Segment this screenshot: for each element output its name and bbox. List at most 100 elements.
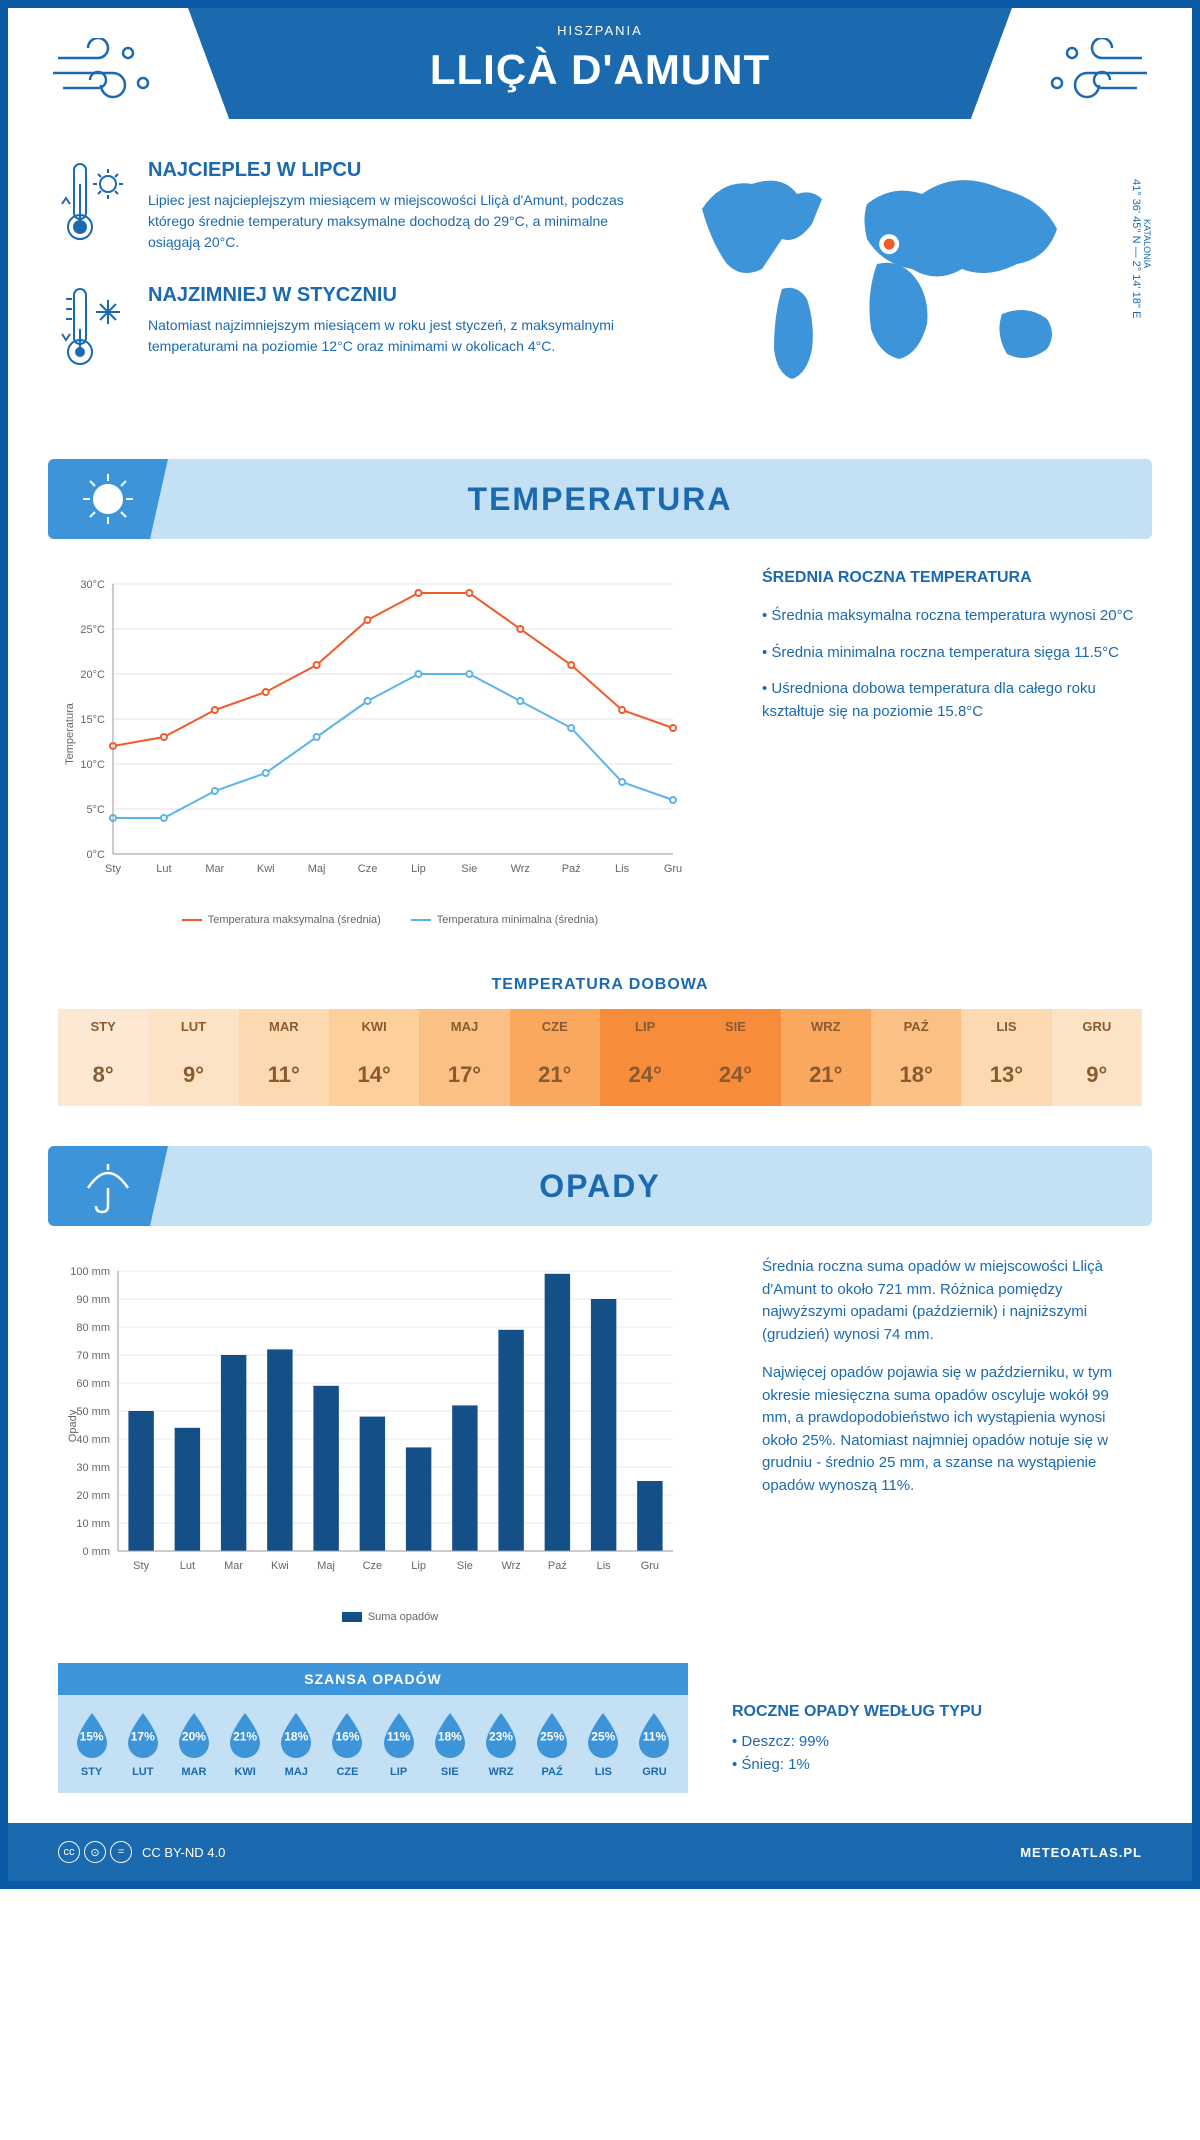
svg-text:Lip: Lip (411, 1560, 426, 1572)
hottest-text: Lipiec jest najcieplejszym miesiącem w m… (148, 190, 642, 253)
svg-text:Temperatura: Temperatura (64, 702, 76, 765)
coldest-block: NAJZIMNIEJ W STYCZNIU Natomiast najzimni… (58, 284, 642, 379)
rain-drop-col: 18%MAJ (271, 1710, 322, 1778)
temperature-title: TEMPERATURA (468, 481, 733, 518)
svg-text:Lut: Lut (180, 1560, 195, 1572)
svg-text:10 mm: 10 mm (76, 1518, 110, 1530)
svg-text:Mar: Mar (205, 863, 224, 875)
rain-chance-block: SZANSA OPADÓW 15%STY17%LUT20%MAR21%KWI18… (58, 1663, 688, 1793)
svg-text:Lip: Lip (411, 863, 426, 875)
svg-text:25°C: 25°C (80, 624, 105, 636)
avg-temp-list: Średnia maksymalna roczna temperatura wy… (762, 605, 1142, 723)
country-label: HISZPANIA (188, 23, 1012, 38)
coldest-text: Natomiast najzimniejszym miesiącem w rok… (148, 315, 642, 357)
svg-text:30 mm: 30 mm (76, 1462, 110, 1474)
svg-text:Gru: Gru (641, 1560, 659, 1572)
avg-temp-title: ŚREDNIA ROCZNA TEMPERATURA (762, 569, 1142, 587)
daily-temp-col: GRU9° (1052, 1009, 1142, 1106)
svg-text:80 mm: 80 mm (76, 1322, 110, 1334)
svg-text:70 mm: 70 mm (76, 1350, 110, 1362)
thermometer-snow-icon (58, 284, 128, 379)
hottest-block: NAJCIEPLEJ W LIPCU Lipiec jest najcieple… (58, 159, 642, 254)
daily-temp-col: SIE24° (690, 1009, 780, 1106)
precipitation-bar-chart: 0 mm10 mm20 mm30 mm40 mm50 mm60 mm70 mm8… (58, 1256, 688, 1596)
rain-drop-col: 15%STY (66, 1710, 117, 1778)
hottest-title: NAJCIEPLEJ W LIPCU (148, 159, 642, 182)
daily-temp-col: KWI14° (329, 1009, 419, 1106)
svg-text:Paź: Paź (548, 1560, 567, 1572)
svg-text:Sie: Sie (457, 1560, 473, 1572)
svg-text:Lut: Lut (156, 863, 171, 875)
daily-temp-col: PAŹ18° (871, 1009, 961, 1106)
svg-text:5°C: 5°C (87, 804, 106, 816)
daily-temp-col: LUT9° (148, 1009, 238, 1106)
daily-temp-col: MAJ17° (419, 1009, 509, 1106)
license-label: CC BY-ND 4.0 (142, 1845, 225, 1860)
svg-text:Kwi: Kwi (257, 863, 275, 875)
precip-text-2: Najwięcej opadów pojawia się w październ… (762, 1362, 1142, 1497)
precip-type-snow: Śnieg: 1% (732, 1756, 1112, 1773)
rain-drop-col: 25%PAŹ (527, 1710, 578, 1778)
svg-text:Wrz: Wrz (511, 863, 530, 875)
page-header: LLIÇÀ D'AMUNT HISZPANIA (188, 8, 1012, 119)
temperature-section-header: TEMPERATURA (48, 459, 1152, 539)
daily-temp-title: TEMPERATURA DOBOWA (8, 976, 1192, 994)
svg-text:Sty: Sty (133, 1560, 149, 1572)
svg-text:Maj: Maj (308, 863, 326, 875)
rain-drop-col: 17%LUT (117, 1710, 168, 1778)
precip-type-title: ROCZNE OPADY WEDŁUG TYPU (732, 1703, 1112, 1721)
world-map (672, 159, 1102, 389)
daily-temp-col: WRZ21° (781, 1009, 871, 1106)
temperature-legend: Temperatura maksymalna (średnia) Tempera… (58, 914, 722, 926)
precip-type-rain: Deszcz: 99% (732, 1733, 1112, 1750)
rain-drop-col: 11%LIP (373, 1710, 424, 1778)
rain-drop-col: 21%KWI (220, 1710, 271, 1778)
city-title: LLIÇÀ D'AMUNT (188, 46, 1012, 94)
cc-icons: cc⊙= (58, 1841, 132, 1863)
daily-temp-col: CZE21° (510, 1009, 600, 1106)
svg-text:Paź: Paź (562, 863, 581, 875)
svg-text:Gru: Gru (664, 863, 682, 875)
svg-text:60 mm: 60 mm (76, 1378, 110, 1390)
page-footer: cc⊙= CC BY-ND 4.0 METEOATLAS.PL (8, 1823, 1192, 1881)
svg-text:Sty: Sty (105, 863, 121, 875)
daily-temp-col: LIP24° (600, 1009, 690, 1106)
daily-temp-col: STY8° (58, 1009, 148, 1106)
svg-text:100 mm: 100 mm (70, 1266, 110, 1278)
svg-text:Opady: Opady (67, 1409, 79, 1442)
rain-drop-col: 18%SIE (424, 1710, 475, 1778)
wind-icon (48, 38, 168, 113)
site-name: METEOATLAS.PL (1020, 1845, 1142, 1860)
thermometer-sun-icon (58, 159, 128, 254)
svg-text:0°C: 0°C (87, 849, 106, 861)
svg-text:90 mm: 90 mm (76, 1294, 110, 1306)
rain-drop-col: 25%LIS (578, 1710, 629, 1778)
daily-temp-table: STY8°LUT9°MAR11°KWI14°MAJ17°CZE21°LIP24°… (58, 1009, 1142, 1106)
precip-text-1: Średnia roczna suma opadów w miejscowośc… (762, 1256, 1142, 1346)
rain-drop-col: 20%MAR (168, 1710, 219, 1778)
svg-text:20°C: 20°C (80, 669, 105, 681)
precipitation-title: OPADY (539, 1168, 660, 1205)
coordinates: KATALONIA 41° 36' 45'' N — 2° 14' 18'' E (1130, 179, 1152, 318)
svg-text:Sie: Sie (461, 863, 477, 875)
svg-text:Lis: Lis (615, 863, 630, 875)
svg-text:Cze: Cze (363, 1560, 383, 1572)
rain-drop-col: 11%GRU (629, 1710, 680, 1778)
rain-drop-col: 23%WRZ (475, 1710, 526, 1778)
svg-text:Lis: Lis (597, 1560, 612, 1572)
svg-text:Maj: Maj (317, 1560, 335, 1572)
daily-temp-col: LIS13° (961, 1009, 1051, 1106)
svg-text:15°C: 15°C (80, 714, 105, 726)
precipitation-section-header: OPADY (48, 1146, 1152, 1226)
svg-text:10°C: 10°C (80, 759, 105, 771)
svg-text:40 mm: 40 mm (76, 1434, 110, 1446)
rain-chance-title: SZANSA OPADÓW (58, 1663, 688, 1695)
svg-text:Mar: Mar (224, 1560, 243, 1572)
temperature-line-chart: 0°C5°C10°C15°C20°C25°C30°CStyLutMarKwiMa… (58, 569, 688, 899)
coldest-title: NAJZIMNIEJ W STYCZNIU (148, 284, 642, 307)
svg-text:Kwi: Kwi (271, 1560, 289, 1572)
rain-drop-col: 16%CZE (322, 1710, 373, 1778)
sun-icon (48, 459, 168, 539)
svg-text:Wrz: Wrz (501, 1560, 520, 1572)
precipitation-legend: Suma opadów (58, 1611, 722, 1623)
